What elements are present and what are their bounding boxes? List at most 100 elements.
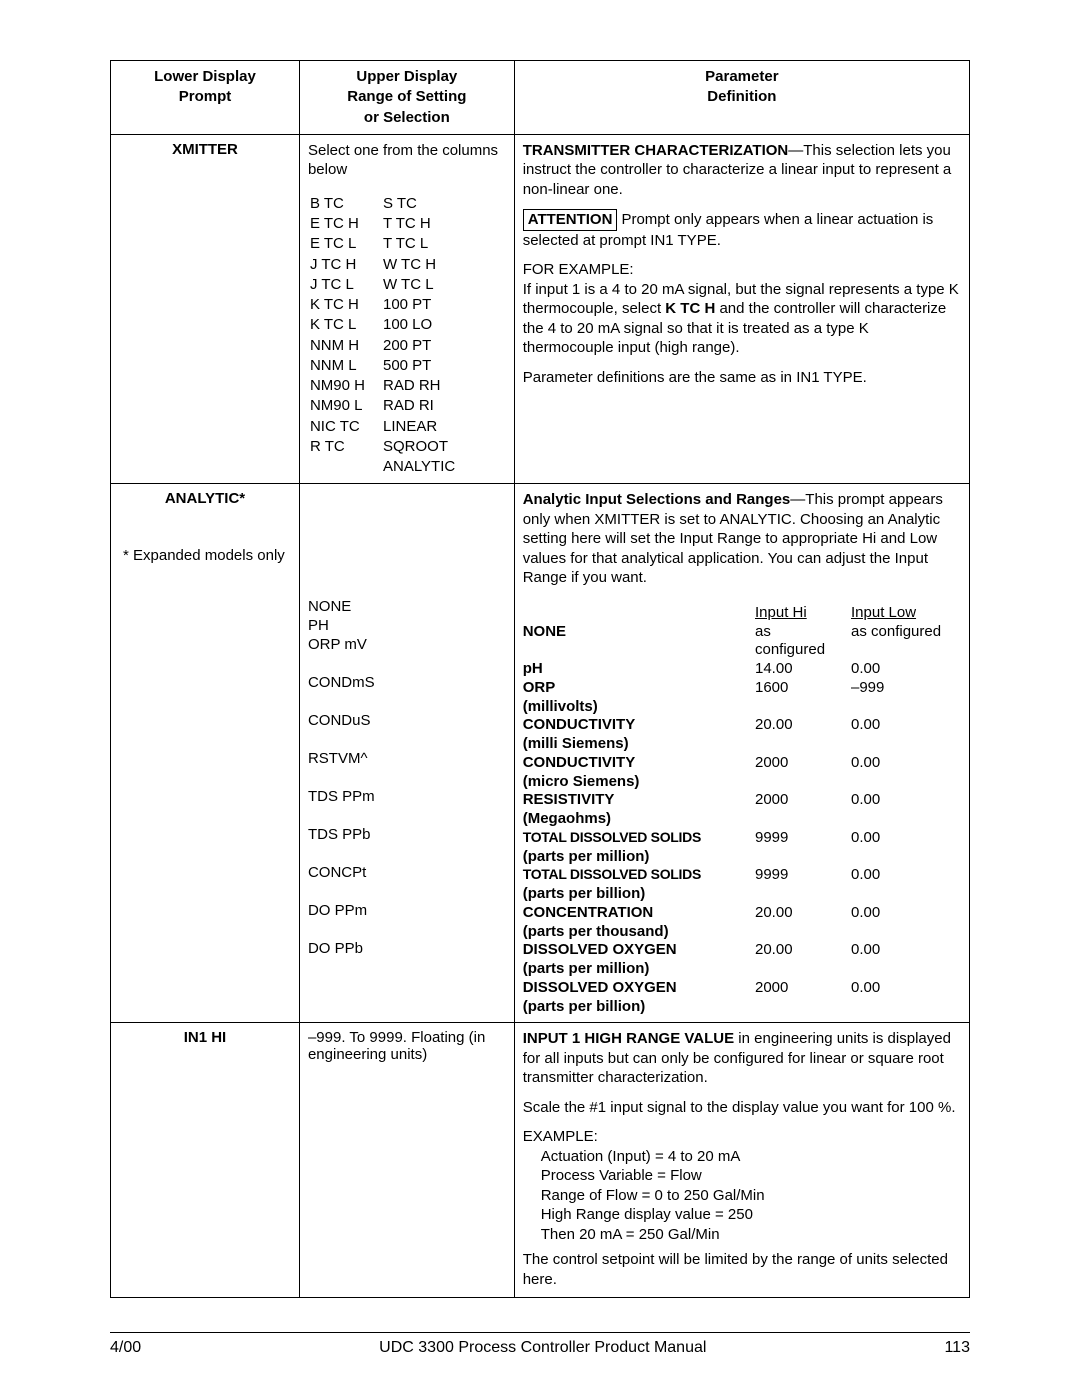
range-option: R TC — [310, 437, 365, 457]
in1hi-p3: The control setpoint will be limited by … — [523, 1250, 961, 1289]
range-xmitter: Select one from the columns below B TCE … — [299, 134, 514, 484]
table-row: IN1 HI –999. To 9999. Floating (in engin… — [111, 1023, 970, 1298]
anal-row-lo: –999 — [851, 679, 961, 698]
in1hi-lead-bold: INPUT 1 HIGH RANGE VALUE — [523, 1030, 734, 1047]
range-option: NNM L — [310, 356, 365, 376]
example-line: High Range display value = 250 — [541, 1205, 961, 1225]
range-option: TDS PPb — [308, 826, 506, 864]
example-line: Actuation (Input) = 4 to 20 mA — [541, 1147, 961, 1167]
prompt-xmitter: XMITTER — [111, 134, 300, 484]
range-option: NM90 L — [310, 396, 365, 416]
example-line: Process Variable = Flow — [541, 1166, 961, 1186]
range-option: 100 PT — [383, 295, 455, 315]
anal-row-blank — [851, 923, 961, 942]
range-option: W TC L — [383, 275, 455, 295]
range-option: NM90 H — [310, 376, 365, 396]
prompt-in1hi: IN1 HI — [111, 1023, 300, 1298]
range-option: PH — [308, 617, 506, 636]
anal-row-hi: 2000 — [755, 754, 845, 773]
range-option: DO PPb — [308, 940, 506, 978]
anal-row-sub: (Megaohms) — [523, 810, 749, 829]
attention-box: ATTENTION — [523, 209, 618, 231]
anal-row-sub: (micro Siemens) — [523, 773, 749, 792]
range-option: T TC H — [383, 214, 455, 234]
anal-row-hi: 9999 — [755, 829, 845, 848]
header-col1-l2: Prompt — [179, 88, 232, 105]
header-col2: Upper Display Range of Setting or Select… — [299, 61, 514, 135]
range-option: TDS PPm — [308, 788, 506, 826]
anal-row-lo: 0.00 — [851, 979, 961, 998]
page-footer: 4/00 UDC 3300 Process Controller Product… — [110, 1332, 970, 1357]
header-col2-l1: Upper Display — [356, 68, 457, 85]
anal-row-lo: 0.00 — [851, 904, 961, 923]
range-option: CONDuS — [308, 712, 506, 750]
range-option: S TC — [383, 194, 455, 214]
anal-row-hi: 1600 — [755, 679, 845, 698]
range-option: CONDmS — [308, 674, 506, 712]
prompt-analytic-cell: ANALYTIC* * Expanded models only — [111, 484, 300, 1023]
anal-row-hi: 20.00 — [755, 716, 845, 735]
range-option: LINEAR — [383, 417, 455, 437]
range-option: 500 PT — [383, 356, 455, 376]
anal-lead-bold: Analytic Input Selections and Ranges — [523, 491, 791, 508]
anal-row-label: NONE — [523, 623, 749, 661]
range-option: SQROOT — [383, 437, 455, 457]
anal-row-label: DISSOLVED OXYGEN — [523, 979, 749, 998]
example-line: Then 20 mA = 250 Gal/Min — [541, 1225, 961, 1245]
example-header: FOR EXAMPLE: — [523, 260, 961, 280]
anal-row-hi: 9999 — [755, 866, 845, 885]
range-option: NNM H — [310, 336, 365, 356]
anal-row-hi: 14.00 — [755, 660, 845, 679]
definition-xmitter: TRANSMITTER CHARACTERIZATION—This select… — [514, 134, 969, 484]
range-option: 100 LO — [383, 315, 455, 335]
range-option: RAD RH — [383, 376, 455, 396]
anal-row-blank — [755, 735, 845, 754]
in1hi-p2: Scale the #1 input signal to the display… — [523, 1098, 961, 1118]
anal-row-label: CONCENTRATION — [523, 904, 749, 923]
footer-center: UDC 3300 Process Controller Product Manu… — [379, 1339, 706, 1357]
anal-row-label: CONDUCTIVITY — [523, 754, 749, 773]
range-option: NONE — [308, 598, 506, 617]
anal-row-blank — [851, 698, 961, 717]
anal-row-lo: 0.00 — [851, 716, 961, 735]
range-option: J TC L — [310, 275, 365, 295]
anal-row-label: CONDUCTIVITY — [523, 716, 749, 735]
range-intro: Select one from the columns below — [308, 141, 506, 180]
anal-row-lo: 0.00 — [851, 941, 961, 960]
anal-hdr-lo: Input Low — [851, 604, 961, 623]
anal-row-label: pH — [523, 660, 749, 679]
range-option: 200 PT — [383, 336, 455, 356]
anal-row-sub: (parts per billion) — [523, 885, 749, 904]
footer-left: 4/00 — [110, 1339, 141, 1357]
range-option: CONCPt — [308, 864, 506, 902]
anal-row-blank — [851, 998, 961, 1017]
definition-analytic: Analytic Input Selections and Ranges—Thi… — [514, 484, 969, 1023]
range-option: ORP mV — [308, 636, 506, 674]
example-p1b: K TC H — [665, 300, 715, 317]
anal-row-lo: 0.00 — [851, 829, 961, 848]
range-option: ANALYTIC — [383, 457, 455, 477]
footer-right: 113 — [944, 1339, 970, 1357]
definition-in1hi: INPUT 1 HIGH RANGE VALUE in engineering … — [514, 1023, 969, 1298]
anal-row-blank — [851, 848, 961, 867]
range-option: E TC H — [310, 214, 365, 234]
example-p2: Parameter definitions are the same as in… — [523, 368, 961, 388]
range-option: K TC H — [310, 295, 365, 315]
anal-row-hi: 20.00 — [755, 904, 845, 923]
anal-row-label: TOTAL DISSOLVED SOLIDS — [523, 829, 749, 848]
range-option: J TC H — [310, 255, 365, 275]
range-in1hi: –999. To 9999. Floating (in engineering … — [299, 1023, 514, 1298]
anal-row-hi: 2000 — [755, 791, 845, 810]
anal-row-label: TOTAL DISSOLVED SOLIDS — [523, 866, 749, 885]
header-col2-l2: Range of Setting — [347, 88, 466, 105]
anal-row-sub: (parts per million) — [523, 848, 749, 867]
anal-row-blank — [755, 698, 845, 717]
anal-row-blank — [851, 773, 961, 792]
anal-row-blank — [755, 885, 845, 904]
anal-row-lo: 0.00 — [851, 754, 961, 773]
table-row: XMITTER Select one from the columns belo… — [111, 134, 970, 484]
range-option: B TC — [310, 194, 365, 214]
def-lead-bold: TRANSMITTER CHARACTERIZATION — [523, 142, 789, 159]
anal-hdr-hi: Input Hi — [755, 604, 845, 623]
header-col2-l3: or Selection — [364, 109, 450, 126]
